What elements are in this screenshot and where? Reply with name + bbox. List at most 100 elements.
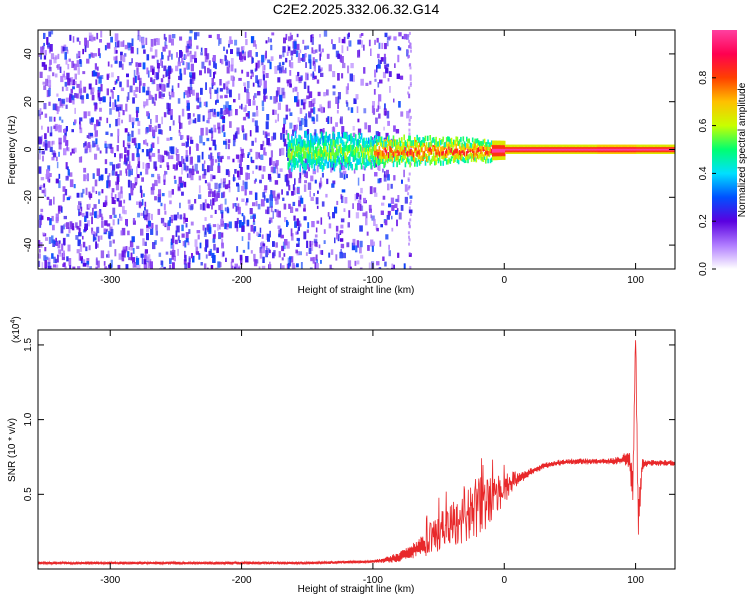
spectrogram-cell bbox=[66, 233, 70, 237]
spectrogram-cell bbox=[449, 147, 452, 153]
spectrogram-cell bbox=[330, 139, 332, 146]
spectrogram-cell bbox=[223, 178, 226, 183]
spectrogram-cell bbox=[519, 144, 521, 148]
spectrogram-cell bbox=[71, 148, 75, 154]
spectrogram-cell bbox=[211, 130, 214, 138]
spectrogram-cell bbox=[633, 149, 636, 153]
spectrogram-cell bbox=[487, 150, 489, 156]
spectrogram-cell bbox=[296, 230, 299, 234]
spectrogram-cell bbox=[327, 212, 330, 217]
spectrogram-cell bbox=[552, 151, 554, 154]
spectrogram-cell bbox=[580, 149, 583, 153]
spectrogram-cell bbox=[336, 232, 339, 240]
spectrogram-cell bbox=[376, 149, 378, 156]
spectrogram-cell bbox=[387, 183, 390, 191]
spectrogram-cell bbox=[463, 141, 466, 147]
spectrogram-cell bbox=[292, 129, 294, 136]
spectrogram-cell bbox=[181, 191, 184, 196]
spectrogram-cell bbox=[298, 151, 300, 159]
spectrogram-cell bbox=[384, 141, 387, 148]
spectrogram-cell bbox=[431, 137, 434, 143]
spectrogram-cell bbox=[227, 143, 230, 150]
spectrogram-cell bbox=[144, 251, 147, 256]
spectrogram-cell bbox=[323, 240, 326, 244]
spectrogram-cell bbox=[106, 267, 109, 269]
spectrogram-cell bbox=[535, 151, 538, 154]
spectrogram-cell bbox=[328, 144, 331, 151]
spectrogram-cell bbox=[655, 148, 657, 151]
spectrogram-cell bbox=[288, 168, 291, 173]
spectrogram-cell bbox=[637, 144, 639, 148]
spectrogram-cell bbox=[330, 249, 334, 255]
spectrogram-cell bbox=[225, 223, 229, 227]
colorbar-tick-label: 0.6 bbox=[698, 118, 709, 132]
spectrogram-cell bbox=[208, 147, 212, 151]
spectrogram-cell bbox=[429, 135, 431, 141]
spectrogram-cell bbox=[558, 151, 560, 154]
spectrogram-cell bbox=[493, 155, 495, 161]
spectrogram-cell bbox=[576, 151, 578, 154]
spectrogram-cell bbox=[316, 220, 320, 224]
spectrogram-cell bbox=[492, 148, 494, 153]
spectrogram-cell bbox=[573, 146, 576, 149]
spectrogram-cell bbox=[492, 140, 494, 146]
spectrogram-cell bbox=[379, 79, 383, 84]
spectrogram-cell bbox=[511, 146, 513, 149]
spectrogram-cell bbox=[362, 173, 365, 182]
spectrogram-cell bbox=[136, 174, 140, 179]
spectrogram-cell bbox=[60, 75, 64, 83]
spectrogram-cell bbox=[498, 148, 500, 153]
spectrogram-cell bbox=[415, 142, 417, 148]
spectrogram-cell bbox=[359, 145, 362, 152]
spectrogram-cell bbox=[378, 94, 382, 102]
spectrogram-cell bbox=[47, 217, 50, 221]
spectrogram-cell bbox=[316, 259, 318, 267]
spectrogram-cell bbox=[57, 53, 60, 60]
spectrogram-cell bbox=[548, 151, 551, 154]
spectrogram-cell bbox=[528, 149, 531, 153]
spectrogram-cell bbox=[324, 159, 326, 167]
spectrogram-cell bbox=[317, 190, 319, 194]
spectrogram-cell bbox=[215, 194, 218, 202]
spectrogram-cell bbox=[311, 152, 313, 160]
spectrogram-cell bbox=[196, 105, 200, 110]
spectrogram-cell bbox=[417, 153, 420, 160]
spectrogram-cell bbox=[526, 151, 528, 154]
spectrogram-cell bbox=[585, 144, 587, 148]
spectrogram-cell bbox=[241, 46, 245, 51]
spectrogram-cell bbox=[124, 154, 127, 163]
spectrogram-cell bbox=[158, 252, 162, 257]
spectrogram-cell bbox=[384, 261, 387, 267]
spectrogram-cell bbox=[241, 69, 244, 74]
spectrogram-cell bbox=[75, 235, 79, 240]
spectrogram-cell bbox=[80, 95, 84, 100]
spectrogram-cell bbox=[476, 143, 479, 148]
spectrogram-cell bbox=[151, 142, 155, 148]
spectrogram-cell bbox=[160, 260, 163, 266]
spectrogram-cell bbox=[127, 133, 131, 142]
spectrogram-cell bbox=[357, 50, 361, 58]
spectrogram-cell bbox=[194, 32, 197, 40]
spectrogram-cell bbox=[353, 98, 357, 104]
spectrogram-cell bbox=[119, 213, 121, 219]
spectrogram-cell bbox=[340, 56, 344, 63]
spectrogram-cell bbox=[99, 98, 102, 105]
spectrogram-cell bbox=[128, 114, 132, 123]
spectrogram-cell bbox=[150, 77, 153, 82]
spectrogram-cell bbox=[507, 151, 509, 154]
spectrogram-cell bbox=[320, 67, 323, 72]
spectrogram-cell bbox=[241, 125, 244, 131]
spectrogram-cell bbox=[362, 212, 366, 217]
spectrogram-cell bbox=[520, 149, 522, 153]
spectrogram-cell bbox=[183, 213, 186, 220]
spectrogram-cell bbox=[321, 150, 324, 157]
spectrogram-cell bbox=[496, 144, 499, 149]
spectrogram-cell bbox=[58, 125, 62, 133]
spectrogram-cell bbox=[384, 103, 386, 110]
spectrogram-cell bbox=[435, 142, 437, 148]
spectrogram-cell bbox=[179, 68, 182, 74]
spectrogram-cell bbox=[195, 92, 199, 101]
spectrogram-cell bbox=[415, 157, 417, 164]
spectrogram-cell bbox=[397, 150, 400, 156]
spectrogram-cell bbox=[467, 144, 469, 149]
